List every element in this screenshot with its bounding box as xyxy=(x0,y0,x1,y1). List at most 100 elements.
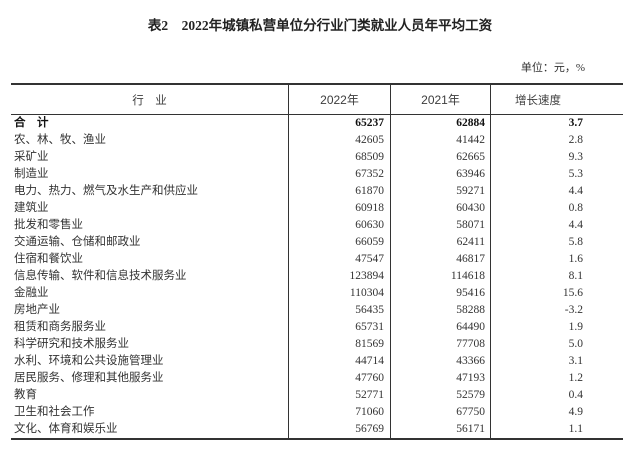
col-header-growth: 增长速度 xyxy=(490,85,623,114)
table-row: 居民服务、修理和其他服务业 47760 47193 1.2 xyxy=(11,370,623,387)
cell-wage-2021: 63946 xyxy=(390,166,490,183)
cell-wage-2022: 68509 xyxy=(288,149,390,166)
cell-industry-name: 采矿业 xyxy=(14,151,49,163)
cell-growth-rate: 3.1 xyxy=(490,353,623,370)
table-row: 科学研究和技术服务业 81569 77708 5.0 xyxy=(11,336,623,353)
cell-wage-2022: 42605 xyxy=(288,132,390,149)
cell-wage-2022: 60630 xyxy=(288,217,390,234)
cell-growth-rate: 4.4 xyxy=(490,183,623,200)
cell-industry-name: 住宿和餐饮业 xyxy=(14,253,83,265)
table-row: 批发和零售业 60630 58071 4.4 xyxy=(11,217,623,234)
cell-industry-name: 批发和零售业 xyxy=(14,219,83,231)
col-header-2021: 2021年 xyxy=(390,85,490,114)
cell-industry-name: 电力、热力、燃气及水生产和供应业 xyxy=(14,185,198,197)
cell-wage-2021: 46817 xyxy=(390,251,490,268)
cell-growth-rate: 0.4 xyxy=(490,387,623,404)
cell-wage-2022: 65731 xyxy=(288,319,390,336)
cell-industry-name: 房地产业 xyxy=(14,304,60,316)
cell-wage-2021: 52579 xyxy=(390,387,490,404)
table-header-row: 行 业 2022年 2021年 增长速度 xyxy=(11,85,623,115)
table-row: 信息传输、软件和信息技术服务业 123894 114618 8.1 xyxy=(11,268,623,285)
cell-wage-2022: 81569 xyxy=(288,336,390,353)
cell-industry-name: 建筑业 xyxy=(14,202,49,214)
cell-wage-2022: 61870 xyxy=(288,183,390,200)
cell-wage-2021: 95416 xyxy=(390,285,490,302)
table-row: 文化、体育和娱乐业 56769 56171 1.1 xyxy=(11,421,623,438)
cell-wage-2022: 71060 xyxy=(288,404,390,421)
cell-growth-rate: 1.9 xyxy=(490,319,623,336)
table-row: 电力、热力、燃气及水生产和供应业 61870 59271 4.4 xyxy=(11,183,623,200)
cell-wage-2022: 56435 xyxy=(288,302,390,319)
cell-wage-2021: 62665 xyxy=(390,149,490,166)
cell-industry-name: 农、林、牧、渔业 xyxy=(14,134,106,146)
cell-growth-rate: 5.8 xyxy=(490,234,623,251)
cell-growth-rate: 4.9 xyxy=(490,404,623,421)
cell-industry-name: 租赁和商务服务业 xyxy=(14,321,106,333)
table-row: 农、林、牧、渔业 42605 41442 2.8 xyxy=(11,132,623,149)
table-row: 水利、环境和公共设施管理业 44714 43366 3.1 xyxy=(11,353,623,370)
col-header-industry: 行 业 xyxy=(132,94,167,107)
table-row: 教育 52771 52579 0.4 xyxy=(11,387,623,404)
cell-wage-2022: 60918 xyxy=(288,200,390,217)
cell-wage-2021: 43366 xyxy=(390,353,490,370)
table-row: 建筑业 60918 60430 0.8 xyxy=(11,200,623,217)
cell-industry-name: 制造业 xyxy=(14,168,49,180)
cell-wage-2022: 123894 xyxy=(288,268,390,285)
cell-wage-2022: 110304 xyxy=(288,285,390,302)
cell-wage-2021: 64490 xyxy=(390,319,490,336)
cell-industry-name: 金融业 xyxy=(14,287,49,299)
table-row: 住宿和餐饮业 47547 46817 1.6 xyxy=(11,251,623,268)
table-row: 租赁和商务服务业 65731 64490 1.9 xyxy=(11,319,623,336)
cell-growth-rate: 1.2 xyxy=(490,370,623,387)
unit-note: 单位：元，% xyxy=(520,62,585,74)
table-row: 房地产业 56435 58288 -3.2 xyxy=(11,302,623,319)
cell-growth-rate: 1.1 xyxy=(490,421,623,438)
cell-growth-rate: 15.6 xyxy=(490,285,623,302)
cell-wage-2022: 66059 xyxy=(288,234,390,251)
cell-wage-2021: 62411 xyxy=(390,234,490,251)
cell-growth-rate: 5.0 xyxy=(490,336,623,353)
table-body: 合 计 65237 62884 3.7 农、林、牧、渔业 42605 41442 2.8 采矿业… xyxy=(11,115,623,438)
col-header-2022: 2022年 xyxy=(288,85,390,114)
table-row: 金融业 110304 95416 15.6 xyxy=(11,285,623,302)
table-row: 制造业 67352 63946 5.3 xyxy=(11,166,623,183)
cell-wage-2021: 58071 xyxy=(390,217,490,234)
table-row: 合 计 65237 62884 3.7 xyxy=(11,115,623,132)
cell-wage-2022: 56769 xyxy=(288,421,390,438)
cell-growth-rate: 5.3 xyxy=(490,166,623,183)
cell-wage-2022: 52771 xyxy=(288,387,390,404)
cell-industry-name: 卫生和社会工作 xyxy=(14,406,95,418)
cell-industry-name: 水利、环境和公共设施管理业 xyxy=(14,355,164,367)
cell-wage-2021: 67750 xyxy=(390,404,490,421)
cell-industry-name: 文化、体育和娱乐业 xyxy=(14,423,118,435)
cell-industry-name: 合 计 xyxy=(14,117,49,129)
cell-growth-rate: 1.6 xyxy=(490,251,623,268)
cell-industry-name: 居民服务、修理和其他服务业 xyxy=(14,372,164,384)
cell-wage-2021: 47193 xyxy=(390,370,490,387)
cell-wage-2021: 62884 xyxy=(390,115,490,132)
table-title: 表2 2022年城镇私营单位分行业门类就业人员年平均工资 xyxy=(147,18,493,33)
cell-growth-rate: 2.8 xyxy=(490,132,623,149)
cell-industry-name: 交通运输、仓储和邮政业 xyxy=(14,236,141,248)
cell-wage-2021: 59271 xyxy=(390,183,490,200)
cell-wage-2022: 47760 xyxy=(288,370,390,387)
cell-wage-2021: 56171 xyxy=(390,421,490,438)
cell-wage-2022: 44714 xyxy=(288,353,390,370)
cell-growth-rate: 8.1 xyxy=(490,268,623,285)
cell-wage-2022: 47547 xyxy=(288,251,390,268)
cell-wage-2022: 65237 xyxy=(288,115,390,132)
cell-wage-2021: 114618 xyxy=(390,268,490,285)
cell-wage-2021: 60430 xyxy=(390,200,490,217)
cell-wage-2021: 77708 xyxy=(390,336,490,353)
table-row: 交通运输、仓储和邮政业 66059 62411 5.8 xyxy=(11,234,623,251)
cell-industry-name: 科学研究和技术服务业 xyxy=(14,338,129,350)
cell-growth-rate: 9.3 xyxy=(490,149,623,166)
cell-industry-name: 信息传输、软件和信息技术服务业 xyxy=(14,270,187,282)
cell-wage-2021: 41442 xyxy=(390,132,490,149)
cell-growth-rate: 3.7 xyxy=(490,115,623,132)
cell-growth-rate: -3.2 xyxy=(490,302,623,319)
cell-growth-rate: 4.4 xyxy=(490,217,623,234)
table-row: 采矿业 68509 62665 9.3 xyxy=(11,149,623,166)
table-row: 卫生和社会工作 71060 67750 4.9 xyxy=(11,404,623,421)
cell-wage-2022: 67352 xyxy=(288,166,390,183)
